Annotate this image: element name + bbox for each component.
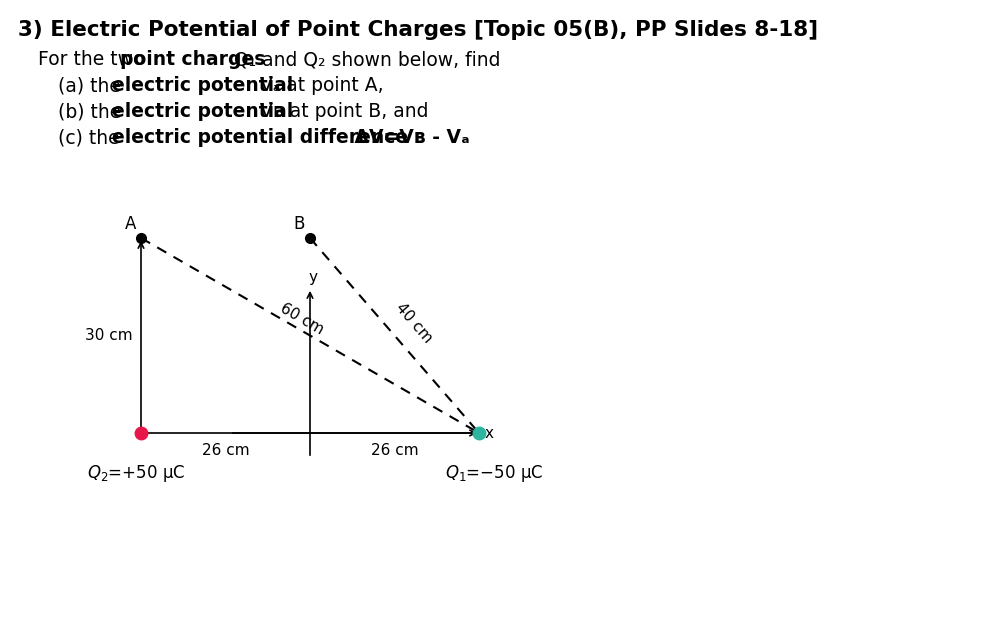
- Text: 30 cm: 30 cm: [85, 328, 133, 343]
- Text: x: x: [485, 426, 494, 440]
- Text: Vʙ at point B, and: Vʙ at point B, and: [254, 102, 428, 121]
- Text: Q₁ and Q₂ shown below, find: Q₁ and Q₂ shown below, find: [227, 50, 500, 69]
- Text: 60 cm: 60 cm: [278, 301, 326, 337]
- Text: ΔV=Vʙ - Vₐ: ΔV=Vʙ - Vₐ: [348, 128, 469, 147]
- Text: electric potential: electric potential: [112, 76, 293, 95]
- Text: 26 cm: 26 cm: [371, 443, 418, 458]
- Text: 26 cm: 26 cm: [201, 443, 249, 458]
- Text: $Q_1$=−50 μC: $Q_1$=−50 μC: [444, 463, 543, 484]
- Text: 40 cm: 40 cm: [393, 300, 435, 345]
- Text: (a) the: (a) the: [58, 76, 126, 95]
- Text: (c) the: (c) the: [58, 128, 125, 147]
- Text: B: B: [294, 215, 305, 233]
- Text: $Q_2$=+50 μC: $Q_2$=+50 μC: [86, 463, 185, 484]
- Text: (b) the: (b) the: [58, 102, 127, 121]
- Text: electric potential difference: electric potential difference: [112, 128, 408, 147]
- Text: For the two: For the two: [38, 50, 150, 69]
- Text: electric potential: electric potential: [112, 102, 293, 121]
- Text: A: A: [124, 215, 136, 233]
- Text: point charges: point charges: [120, 50, 266, 69]
- Text: Vₐ at point A,: Vₐ at point A,: [254, 76, 383, 95]
- Text: 3) Electric Potential of Point Charges [Topic 05(B), PP Slides 8-18]: 3) Electric Potential of Point Charges […: [18, 20, 818, 40]
- Text: y: y: [309, 270, 318, 285]
